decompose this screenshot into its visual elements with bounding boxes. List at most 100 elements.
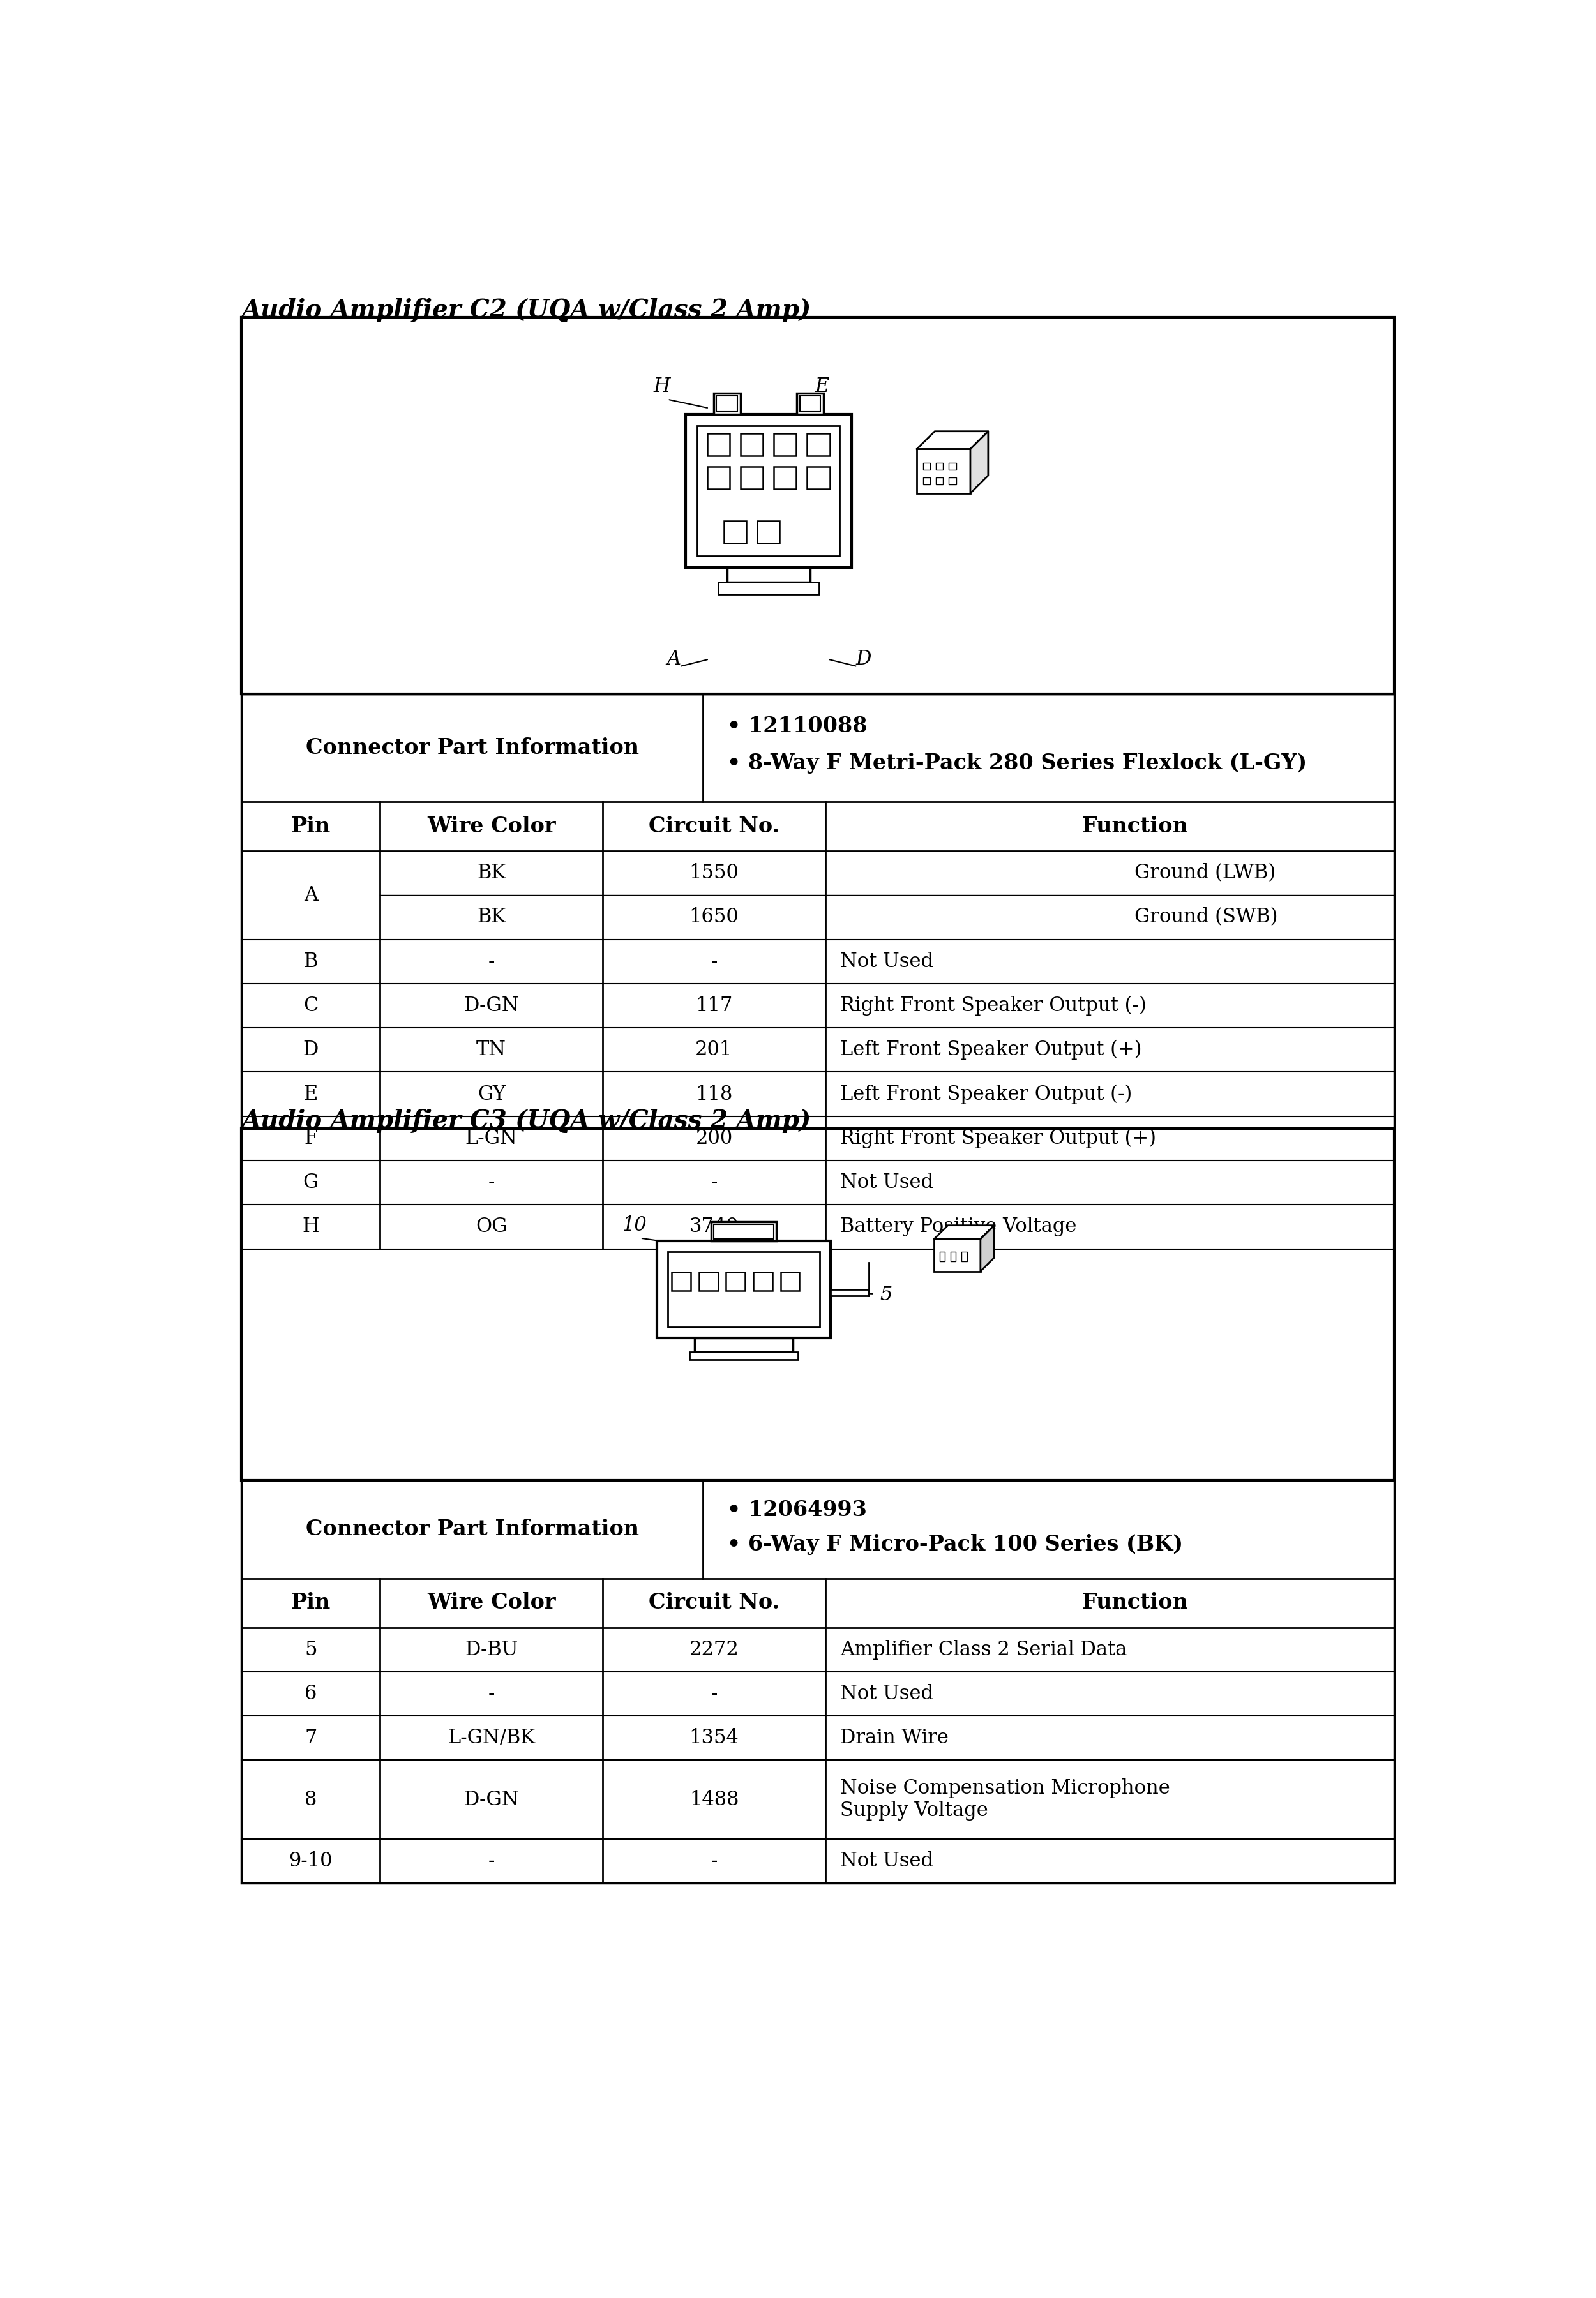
Bar <box>774 466 796 489</box>
Text: 1650: 1650 <box>689 908 739 926</box>
Text: 1488: 1488 <box>689 1790 739 1809</box>
Text: 5: 5 <box>305 1641 318 1659</box>
Text: F: F <box>305 1128 318 1149</box>
Bar <box>741 434 763 455</box>
Text: E: E <box>816 377 828 398</box>
Bar <box>741 466 763 489</box>
Text: • 8-Way F Metri-Pack 280 Series Flexlock (L-GY): • 8-Way F Metri-Pack 280 Series Flexlock… <box>728 751 1307 774</box>
Bar <box>780 1271 800 1291</box>
Text: Ground (SWB): Ground (SWB) <box>1135 908 1278 926</box>
Text: OG: OG <box>476 1218 508 1236</box>
Text: 201: 201 <box>696 1041 733 1059</box>
Bar <box>725 522 747 542</box>
Bar <box>800 395 820 411</box>
Bar <box>916 448 970 494</box>
Polygon shape <box>934 1225 994 1239</box>
Text: E: E <box>303 1085 318 1103</box>
Polygon shape <box>916 432 988 448</box>
Bar <box>774 434 796 455</box>
Text: H: H <box>653 377 670 398</box>
Bar <box>713 1225 774 1239</box>
Text: Wire Color: Wire Color <box>428 1593 555 1613</box>
Text: Not Used: Not Used <box>839 1172 934 1193</box>
Text: -: - <box>488 1172 495 1193</box>
Text: A: A <box>303 885 318 905</box>
Bar <box>726 1271 745 1291</box>
Text: 200: 200 <box>696 1128 733 1149</box>
Text: Function: Function <box>1082 816 1187 836</box>
Bar <box>950 478 956 485</box>
Bar <box>672 1271 691 1291</box>
Text: -: - <box>488 951 495 972</box>
Bar <box>667 1252 820 1328</box>
Text: BK: BK <box>477 908 506 926</box>
Text: -: - <box>710 1850 717 1871</box>
Text: Drain Wire: Drain Wire <box>839 1728 948 1749</box>
Bar <box>689 1351 798 1360</box>
Bar <box>934 1239 980 1271</box>
Text: 7: 7 <box>305 1728 318 1749</box>
Text: G: G <box>303 1172 319 1193</box>
Text: -: - <box>710 1172 717 1193</box>
Text: Left Front Speaker Output (-): Left Front Speaker Output (-) <box>839 1085 1132 1103</box>
Bar <box>699 1271 718 1291</box>
Text: -: - <box>488 1684 495 1703</box>
Text: Battery Positive Voltage: Battery Positive Voltage <box>839 1218 1077 1236</box>
Bar <box>713 393 741 414</box>
Text: Audio Amplifier C2 (UQA w/Class 2 Amp): Audio Amplifier C2 (UQA w/Class 2 Amp) <box>241 299 811 322</box>
Text: 5: 5 <box>879 1285 892 1305</box>
Text: Function: Function <box>1082 1593 1187 1613</box>
Text: -: - <box>710 1684 717 1703</box>
Text: Right Front Speaker Output (+): Right Front Speaker Output (+) <box>839 1128 1156 1149</box>
Bar <box>935 462 943 469</box>
Bar <box>685 414 852 568</box>
Bar <box>707 466 729 489</box>
Text: B: B <box>303 951 318 972</box>
Text: 6: 6 <box>305 1684 318 1703</box>
Bar <box>757 522 780 542</box>
Text: Connector Part Information: Connector Part Information <box>305 1519 638 1540</box>
Text: 118: 118 <box>696 1085 733 1103</box>
Bar <box>717 395 737 411</box>
Text: Circuit No.: Circuit No. <box>648 816 779 836</box>
Text: H: H <box>302 1218 319 1236</box>
Text: D: D <box>303 1041 319 1059</box>
Text: TN: TN <box>476 1041 506 1059</box>
Text: Right Front Speaker Output (-): Right Front Speaker Output (-) <box>839 995 1146 1016</box>
Text: D-GN: D-GN <box>464 995 519 1016</box>
Text: D-BU: D-BU <box>464 1641 519 1659</box>
Bar <box>694 1337 793 1351</box>
Text: 10: 10 <box>622 1216 648 1236</box>
Polygon shape <box>980 1225 994 1271</box>
Bar <box>950 462 956 469</box>
Text: 8: 8 <box>305 1790 318 1809</box>
Text: 117: 117 <box>696 995 733 1016</box>
Bar <box>726 568 811 581</box>
Text: C: C <box>303 995 318 1016</box>
Text: Amplifier Class 2 Serial Data: Amplifier Class 2 Serial Data <box>839 1641 1127 1659</box>
Text: Noise Compensation Microphone
Supply Voltage: Noise Compensation Microphone Supply Vol… <box>839 1779 1170 1820</box>
Text: Pin: Pin <box>290 1593 330 1613</box>
Text: -: - <box>710 951 717 972</box>
Bar <box>753 1271 772 1291</box>
Text: 1550: 1550 <box>689 864 739 882</box>
Text: GY: GY <box>477 1085 506 1103</box>
Bar <box>808 434 830 455</box>
Text: L-GN/BK: L-GN/BK <box>447 1728 535 1749</box>
Text: Audio Amplifier C3 (UQA w/Class 2 Amp): Audio Amplifier C3 (UQA w/Class 2 Amp) <box>241 1110 811 1133</box>
Text: 2272: 2272 <box>689 1641 739 1659</box>
Text: Circuit No.: Circuit No. <box>648 1593 779 1613</box>
Bar <box>808 466 830 489</box>
Text: Left Front Speaker Output (+): Left Front Speaker Output (+) <box>839 1041 1141 1059</box>
Bar <box>712 1223 776 1241</box>
Bar <box>697 425 839 556</box>
Text: L-GN: L-GN <box>466 1128 517 1149</box>
Text: Connector Part Information: Connector Part Information <box>305 738 638 758</box>
Bar <box>241 317 1395 694</box>
Bar <box>940 1252 945 1262</box>
Bar <box>961 1252 967 1262</box>
Bar <box>796 393 824 414</box>
Text: D: D <box>855 648 871 669</box>
Bar <box>707 434 729 455</box>
Bar <box>718 581 819 593</box>
